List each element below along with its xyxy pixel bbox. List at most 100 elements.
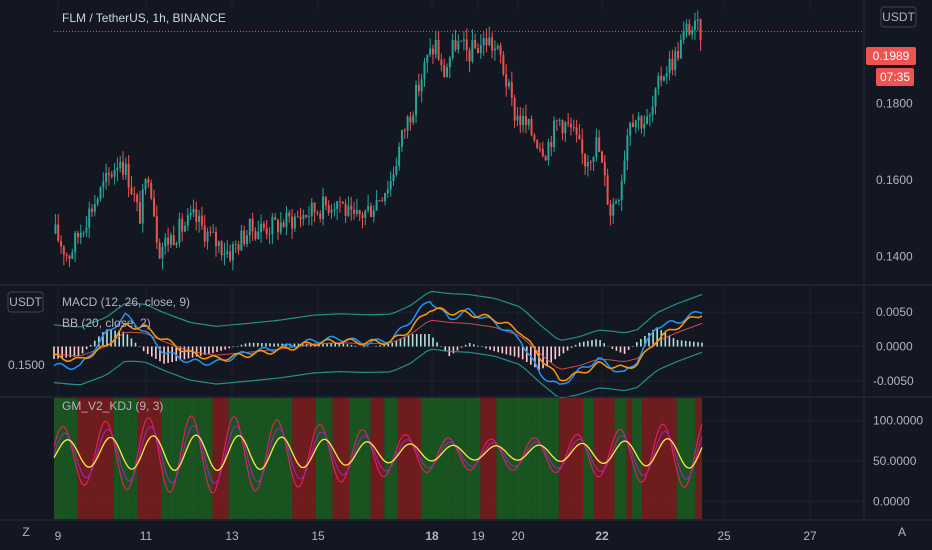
candle — [648, 112, 651, 127]
candle-body — [600, 151, 603, 163]
candle-body — [68, 255, 71, 259]
candle — [85, 216, 88, 237]
candle — [291, 208, 294, 239]
bb-title[interactable]: BB (20, close, 2) — [62, 316, 151, 330]
candle — [389, 171, 392, 197]
candle — [550, 135, 553, 157]
candle-body — [386, 189, 389, 194]
candle — [530, 115, 533, 137]
kdj-bg-stripe — [131, 398, 138, 519]
price-tick-label: 0.1600 — [876, 173, 913, 187]
candle-body — [612, 203, 615, 216]
candle-body — [631, 122, 634, 128]
candle-body — [130, 187, 133, 194]
candle — [688, 19, 691, 36]
candle-body — [57, 224, 60, 241]
kdj-tick-label: 0.0000 — [873, 494, 910, 508]
candle — [609, 199, 612, 226]
macd-title[interactable]: MACD (12, 26, close, 9) — [62, 295, 190, 309]
candle — [499, 42, 502, 64]
candle-body — [437, 39, 440, 60]
candle — [124, 157, 127, 180]
candle-body — [189, 212, 192, 216]
candle-body — [392, 174, 395, 182]
candle-body — [71, 252, 74, 259]
candle-body — [499, 45, 502, 55]
candle-body — [651, 106, 654, 116]
candle-body — [575, 127, 578, 135]
candle — [319, 210, 322, 223]
candle — [426, 54, 429, 73]
candle — [364, 209, 367, 226]
candle — [138, 190, 141, 224]
candle-body — [310, 202, 313, 217]
candle-body — [226, 251, 229, 254]
candle-body — [324, 196, 327, 206]
z-button[interactable]: Z — [22, 525, 29, 539]
candle-body — [479, 45, 482, 54]
x-tick-label: 27 — [803, 529, 817, 543]
candle-body — [262, 223, 265, 228]
candle — [93, 195, 96, 217]
candle-body — [527, 119, 530, 125]
kdj-title[interactable]: GM_V2_KDJ (9, 3) — [62, 399, 163, 413]
axes[interactable]: 9 11 13 15 18 19 20 22 25 27 0.1400 0.1600 0.1800 0.0… — [55, 97, 924, 543]
candle — [161, 242, 164, 270]
candle-body — [657, 75, 660, 89]
candle — [412, 111, 415, 126]
candle-body — [646, 116, 649, 124]
candle-body — [268, 233, 271, 235]
candle-body — [136, 194, 139, 203]
candle — [561, 119, 564, 141]
a-button[interactable]: A — [898, 525, 906, 539]
kdj-bg-stripe — [315, 398, 333, 519]
kdj-bg-stripe — [292, 398, 310, 519]
signal-line — [53, 307, 703, 382]
candle — [527, 118, 530, 130]
candle-body — [637, 116, 640, 121]
kdj-bg-stripe — [168, 398, 187, 519]
candle-body — [330, 209, 333, 213]
candle-body — [175, 243, 178, 246]
candle-body — [586, 161, 589, 167]
candle-body — [468, 50, 471, 62]
candle — [299, 207, 302, 228]
candle — [513, 94, 516, 128]
candle — [195, 201, 198, 231]
left-scale-label: 0.1500 — [8, 358, 45, 372]
candle — [243, 225, 246, 247]
candle-body — [169, 235, 172, 245]
currency-button[interactable]: USDT — [880, 6, 917, 28]
candle-body — [603, 162, 606, 176]
candle — [336, 200, 339, 220]
candle — [482, 30, 485, 56]
candle-body — [296, 216, 299, 218]
price-tick-label: 0.1800 — [876, 97, 913, 111]
kdj-bg-stripe — [695, 398, 702, 519]
countdown-badge: 07:35 — [876, 68, 914, 86]
candle-body — [299, 216, 302, 220]
kdj-bg-stripe — [119, 398, 132, 519]
candle — [130, 176, 133, 196]
candle-body — [93, 204, 96, 212]
candle-body — [420, 79, 423, 92]
candle-body — [248, 218, 251, 236]
candle-body — [522, 116, 525, 126]
price-pane — [54, 10, 864, 285]
x-tick-label: 20 — [511, 529, 525, 543]
candle — [271, 213, 274, 245]
candle-body — [502, 54, 505, 75]
candle — [372, 205, 375, 223]
kdj-tick-label: 50.0000 — [873, 454, 917, 468]
candle-body — [617, 200, 620, 202]
candle-body — [381, 200, 384, 202]
candle — [586, 154, 589, 177]
candle-body — [102, 181, 105, 188]
candle-body — [533, 135, 536, 141]
kdj-bg-stripe — [553, 398, 559, 519]
candle-body — [341, 201, 344, 204]
left-currency-button[interactable]: USDT — [7, 291, 44, 313]
candle-body — [282, 222, 285, 227]
candle — [522, 108, 525, 133]
candle — [293, 213, 296, 232]
